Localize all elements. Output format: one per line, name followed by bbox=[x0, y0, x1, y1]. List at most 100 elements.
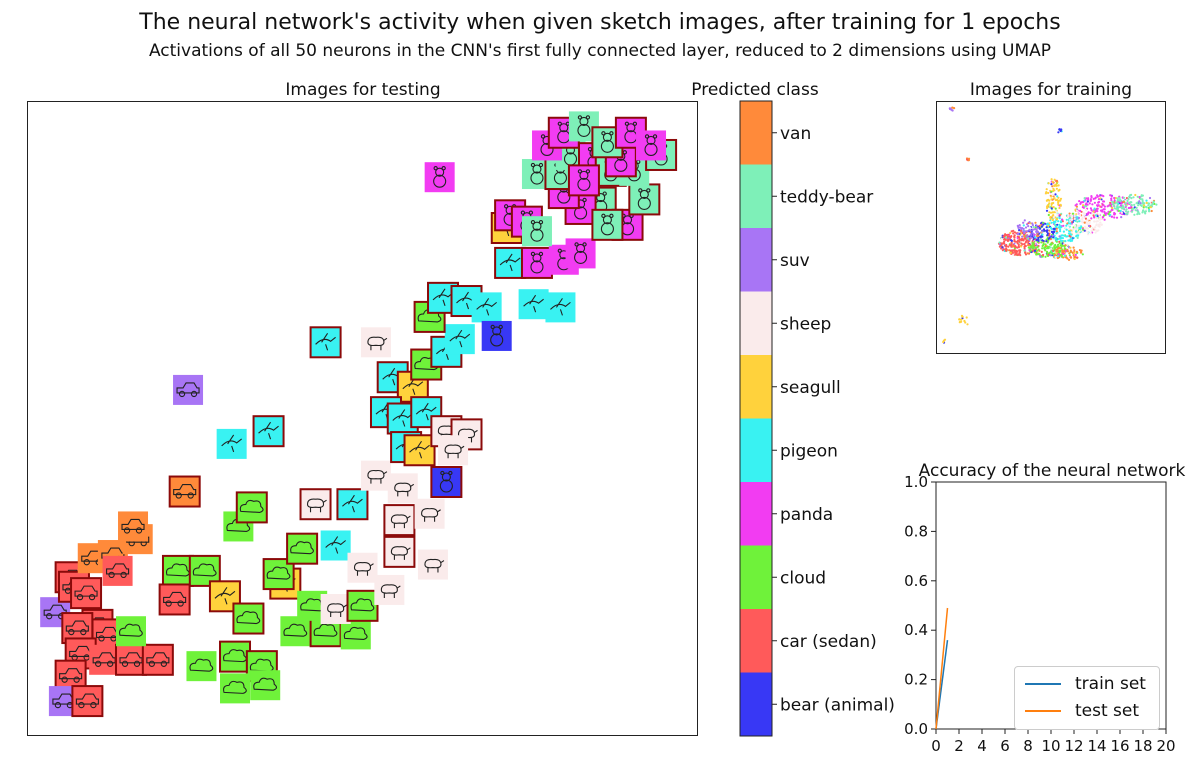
train-point bbox=[1046, 222, 1049, 225]
test-panel-title: Images for testing bbox=[285, 80, 441, 100]
train-point bbox=[1047, 237, 1050, 240]
x-tick-label: 8 bbox=[1023, 737, 1033, 755]
train-point bbox=[1055, 230, 1058, 233]
train-point bbox=[1067, 214, 1070, 217]
train-point bbox=[1044, 255, 1047, 258]
train-point bbox=[1048, 202, 1051, 205]
train-point bbox=[1045, 209, 1049, 212]
train-point bbox=[1134, 209, 1137, 212]
train-point bbox=[1070, 218, 1073, 221]
test-image-point bbox=[636, 130, 667, 161]
train-scatter-plot bbox=[942, 106, 1158, 344]
train-point bbox=[1014, 240, 1017, 243]
train-point bbox=[1086, 223, 1089, 226]
train-point bbox=[1121, 205, 1125, 208]
train-point bbox=[1000, 247, 1003, 250]
train-point bbox=[1060, 255, 1063, 258]
train-point bbox=[1046, 234, 1049, 237]
train-point bbox=[998, 245, 1001, 248]
train-point bbox=[1083, 199, 1086, 202]
test-image-point bbox=[520, 246, 553, 279]
train-point bbox=[1056, 256, 1059, 260]
colorbar-segment bbox=[740, 164, 772, 228]
train-point bbox=[1082, 204, 1085, 207]
train-point bbox=[1139, 204, 1142, 207]
x-tick-label: 12 bbox=[1064, 737, 1083, 755]
y-tick-label: 0.2 bbox=[904, 671, 928, 689]
x-tick-label: 18 bbox=[1133, 737, 1152, 755]
train-point bbox=[1036, 231, 1040, 234]
legend-item-test: test set bbox=[1025, 700, 1139, 722]
train-point bbox=[1038, 249, 1041, 252]
train-point bbox=[1044, 222, 1047, 225]
train-point bbox=[1049, 251, 1052, 254]
train-point bbox=[1057, 253, 1060, 256]
train-point bbox=[1054, 254, 1057, 257]
train-point bbox=[1027, 244, 1030, 247]
train-point bbox=[1053, 184, 1056, 187]
train-point bbox=[1064, 244, 1067, 247]
train-point bbox=[1019, 249, 1022, 252]
train-point bbox=[1079, 214, 1082, 217]
train-point bbox=[1097, 223, 1100, 226]
train-point bbox=[1048, 211, 1051, 214]
train-point bbox=[1029, 236, 1032, 239]
train-point bbox=[1094, 209, 1097, 213]
train-point bbox=[1082, 228, 1085, 231]
train-point bbox=[1090, 209, 1093, 212]
figure-subtitle: Activations of all 50 neurons in the CNN… bbox=[148, 41, 1052, 61]
train-point bbox=[1004, 238, 1007, 241]
train-point bbox=[1087, 211, 1090, 214]
test-image-thumbnail bbox=[567, 164, 600, 197]
train-point bbox=[1148, 210, 1151, 213]
train-point bbox=[1054, 255, 1057, 259]
test-image-thumbnail bbox=[494, 246, 527, 279]
train-point bbox=[1142, 209, 1145, 212]
train-point bbox=[1057, 243, 1060, 246]
train-point bbox=[1127, 210, 1130, 213]
train-point bbox=[967, 157, 971, 160]
colorbar-segment bbox=[740, 545, 772, 609]
test-image-point bbox=[250, 670, 281, 701]
y-tick-label: 0.4 bbox=[904, 621, 928, 639]
train-point bbox=[1092, 214, 1095, 217]
train-point bbox=[1099, 221, 1102, 224]
colorbar-segment bbox=[740, 228, 772, 292]
train-point bbox=[1055, 180, 1058, 183]
train-point bbox=[1026, 234, 1029, 237]
test-image-point bbox=[403, 434, 436, 467]
train-point bbox=[1064, 247, 1067, 250]
train-point bbox=[1045, 240, 1048, 243]
train-point bbox=[1049, 216, 1052, 219]
test-image-point bbox=[417, 549, 448, 580]
train-point bbox=[1111, 206, 1114, 210]
train-point bbox=[1095, 212, 1098, 215]
train-point bbox=[1085, 227, 1088, 230]
train-point bbox=[1007, 239, 1010, 242]
train-point bbox=[1135, 202, 1138, 205]
train-point bbox=[953, 107, 956, 110]
train-point bbox=[1038, 224, 1041, 227]
train-point bbox=[1029, 229, 1032, 232]
train-point bbox=[1076, 212, 1079, 215]
train-point bbox=[1047, 224, 1050, 227]
train-point bbox=[1096, 210, 1099, 213]
train-point bbox=[1060, 220, 1063, 223]
train-point bbox=[1034, 236, 1037, 239]
train-point bbox=[1047, 204, 1050, 207]
colorbar-label: car (sedan) bbox=[780, 632, 877, 652]
test-image-thumbnail bbox=[89, 644, 120, 675]
train-point bbox=[1052, 216, 1055, 219]
train-point bbox=[1017, 226, 1020, 229]
test-image-point bbox=[424, 162, 455, 193]
test-image-point bbox=[118, 511, 149, 542]
train-point bbox=[1042, 253, 1045, 257]
colorbar-label: seagull bbox=[780, 378, 841, 398]
train-point bbox=[1052, 227, 1055, 230]
train-point bbox=[1023, 219, 1026, 222]
test-image-point bbox=[471, 292, 502, 323]
train-point bbox=[1079, 209, 1082, 212]
test-image-point bbox=[387, 473, 418, 504]
train-point bbox=[1045, 226, 1048, 229]
train-point bbox=[1009, 249, 1012, 252]
